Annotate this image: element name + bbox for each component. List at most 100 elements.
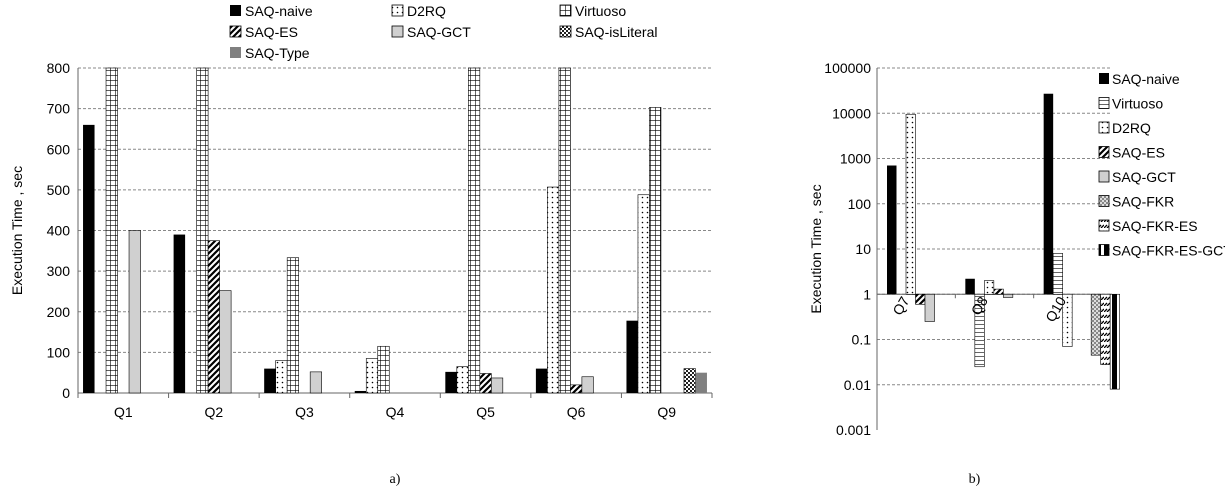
legend-swatch (229, 25, 242, 38)
bar (83, 124, 95, 393)
legend-swatch (1098, 146, 1110, 158)
y-tick-label: 500 (47, 182, 71, 198)
y-tick-label: 100 (47, 344, 71, 360)
bar (974, 293, 985, 368)
chart-a: 0 100 200 300 400 500 600 700 800 Q1 Q2 Q3 Q4 Q5 Q6 Q9 E… (9, 3, 713, 487)
y-tick-label: 100 (848, 196, 872, 212)
x-tick-label: Q5 (476, 404, 495, 420)
legend-swatch (230, 5, 241, 16)
bar (626, 320, 638, 393)
legend-label: Virtuoso (1112, 96, 1163, 112)
legend-swatch (559, 25, 572, 38)
y-tick-label: 10 (855, 241, 871, 257)
legend-swatch (230, 47, 241, 58)
legend-label: D2RQ (1112, 120, 1151, 136)
bar (1062, 293, 1073, 347)
legend-label: SAQ-GCT (1112, 169, 1176, 185)
legend-swatch (1099, 73, 1109, 84)
y-axis-label: Execution Time , sec (808, 184, 824, 313)
bar (365, 358, 379, 394)
legend-label: SAQ-isLiteral (575, 24, 657, 40)
legend-swatch (391, 4, 404, 17)
y-tick-label: 0.1 (852, 332, 872, 348)
bar (468, 67, 481, 394)
y-tick-label: 300 (47, 263, 71, 279)
bar (558, 67, 571, 394)
legend-label: D2RQ (407, 3, 446, 19)
legend-label: SAQ-ES (1112, 145, 1165, 161)
y-tick-label: 100000 (824, 60, 871, 76)
legend-swatch (391, 25, 404, 38)
legend-swatch (1098, 219, 1110, 232)
bar (535, 368, 548, 393)
legend-label: SAQ-naive (1112, 71, 1180, 87)
legend-label: SAQ-GCT (407, 24, 471, 40)
legend-label: SAQ-FKR-ES-GCT (1112, 243, 1225, 259)
legend-swatch (1098, 244, 1110, 256)
bar (491, 377, 504, 394)
bar (173, 234, 186, 393)
y-tick-label: 200 (47, 304, 71, 320)
x-tick-label: Q3 (295, 404, 314, 420)
y-tick-label: 10000 (832, 105, 871, 121)
bar (570, 384, 583, 394)
bar (128, 230, 141, 394)
bar (479, 373, 492, 394)
bar (275, 360, 288, 394)
x-tick-label: Q8 (968, 294, 991, 318)
legend-swatch (559, 4, 572, 17)
y-tick-label: 0 (62, 385, 70, 401)
bar (1090, 293, 1101, 356)
x-tick-label: Q6 (567, 404, 586, 420)
y-tick-label: 700 (47, 101, 71, 117)
bar (924, 293, 935, 322)
caption: a) (390, 472, 401, 487)
bar (445, 371, 457, 393)
bar (547, 186, 560, 394)
legend-swatch (1098, 195, 1110, 207)
y-axis-label: Execution Time , sec (9, 166, 25, 295)
x-tick-label: Q4 (386, 404, 405, 420)
bar (1109, 293, 1120, 390)
legend-label: SAQ-FKR (1112, 194, 1174, 210)
bar (887, 165, 897, 295)
bar (377, 345, 390, 394)
bar (354, 390, 367, 393)
y-tick-label: 400 (47, 223, 71, 239)
x-tick-label: Q9 (657, 404, 676, 420)
bar (993, 288, 1004, 295)
bar (637, 194, 650, 394)
legend-swatch (1098, 170, 1110, 183)
bar (219, 290, 232, 394)
bar (1003, 293, 1014, 298)
bar (1043, 93, 1054, 295)
bar (905, 113, 916, 295)
legend-label: Virtuoso (575, 3, 626, 19)
y-tick-label: 800 (47, 60, 71, 76)
bar (965, 278, 975, 295)
y-tick-label: 0.01 (844, 377, 871, 393)
x-tick-label: Q7 (889, 294, 912, 318)
legend-label: SAQ-FKR-ES (1112, 218, 1198, 234)
bar (915, 293, 926, 305)
bar (1052, 253, 1063, 295)
bar (695, 372, 707, 393)
bar (207, 240, 220, 394)
legend-swatch (1098, 97, 1110, 109)
legend-label: SAQ-ES (245, 24, 298, 40)
bar (1100, 293, 1111, 365)
y-tick-label: 0.001 (836, 422, 871, 438)
y-tick-label: 600 (47, 141, 71, 157)
legend-label: SAQ-naive (245, 3, 313, 19)
legend-swatch (1098, 121, 1110, 134)
bar (456, 366, 469, 394)
caption: b) (969, 472, 981, 487)
bar (105, 67, 118, 394)
bar (286, 257, 299, 394)
y-tick-label: 1000 (840, 151, 871, 167)
bar (196, 67, 209, 394)
bar (683, 368, 696, 394)
y-tick-label: 1 (863, 286, 871, 302)
